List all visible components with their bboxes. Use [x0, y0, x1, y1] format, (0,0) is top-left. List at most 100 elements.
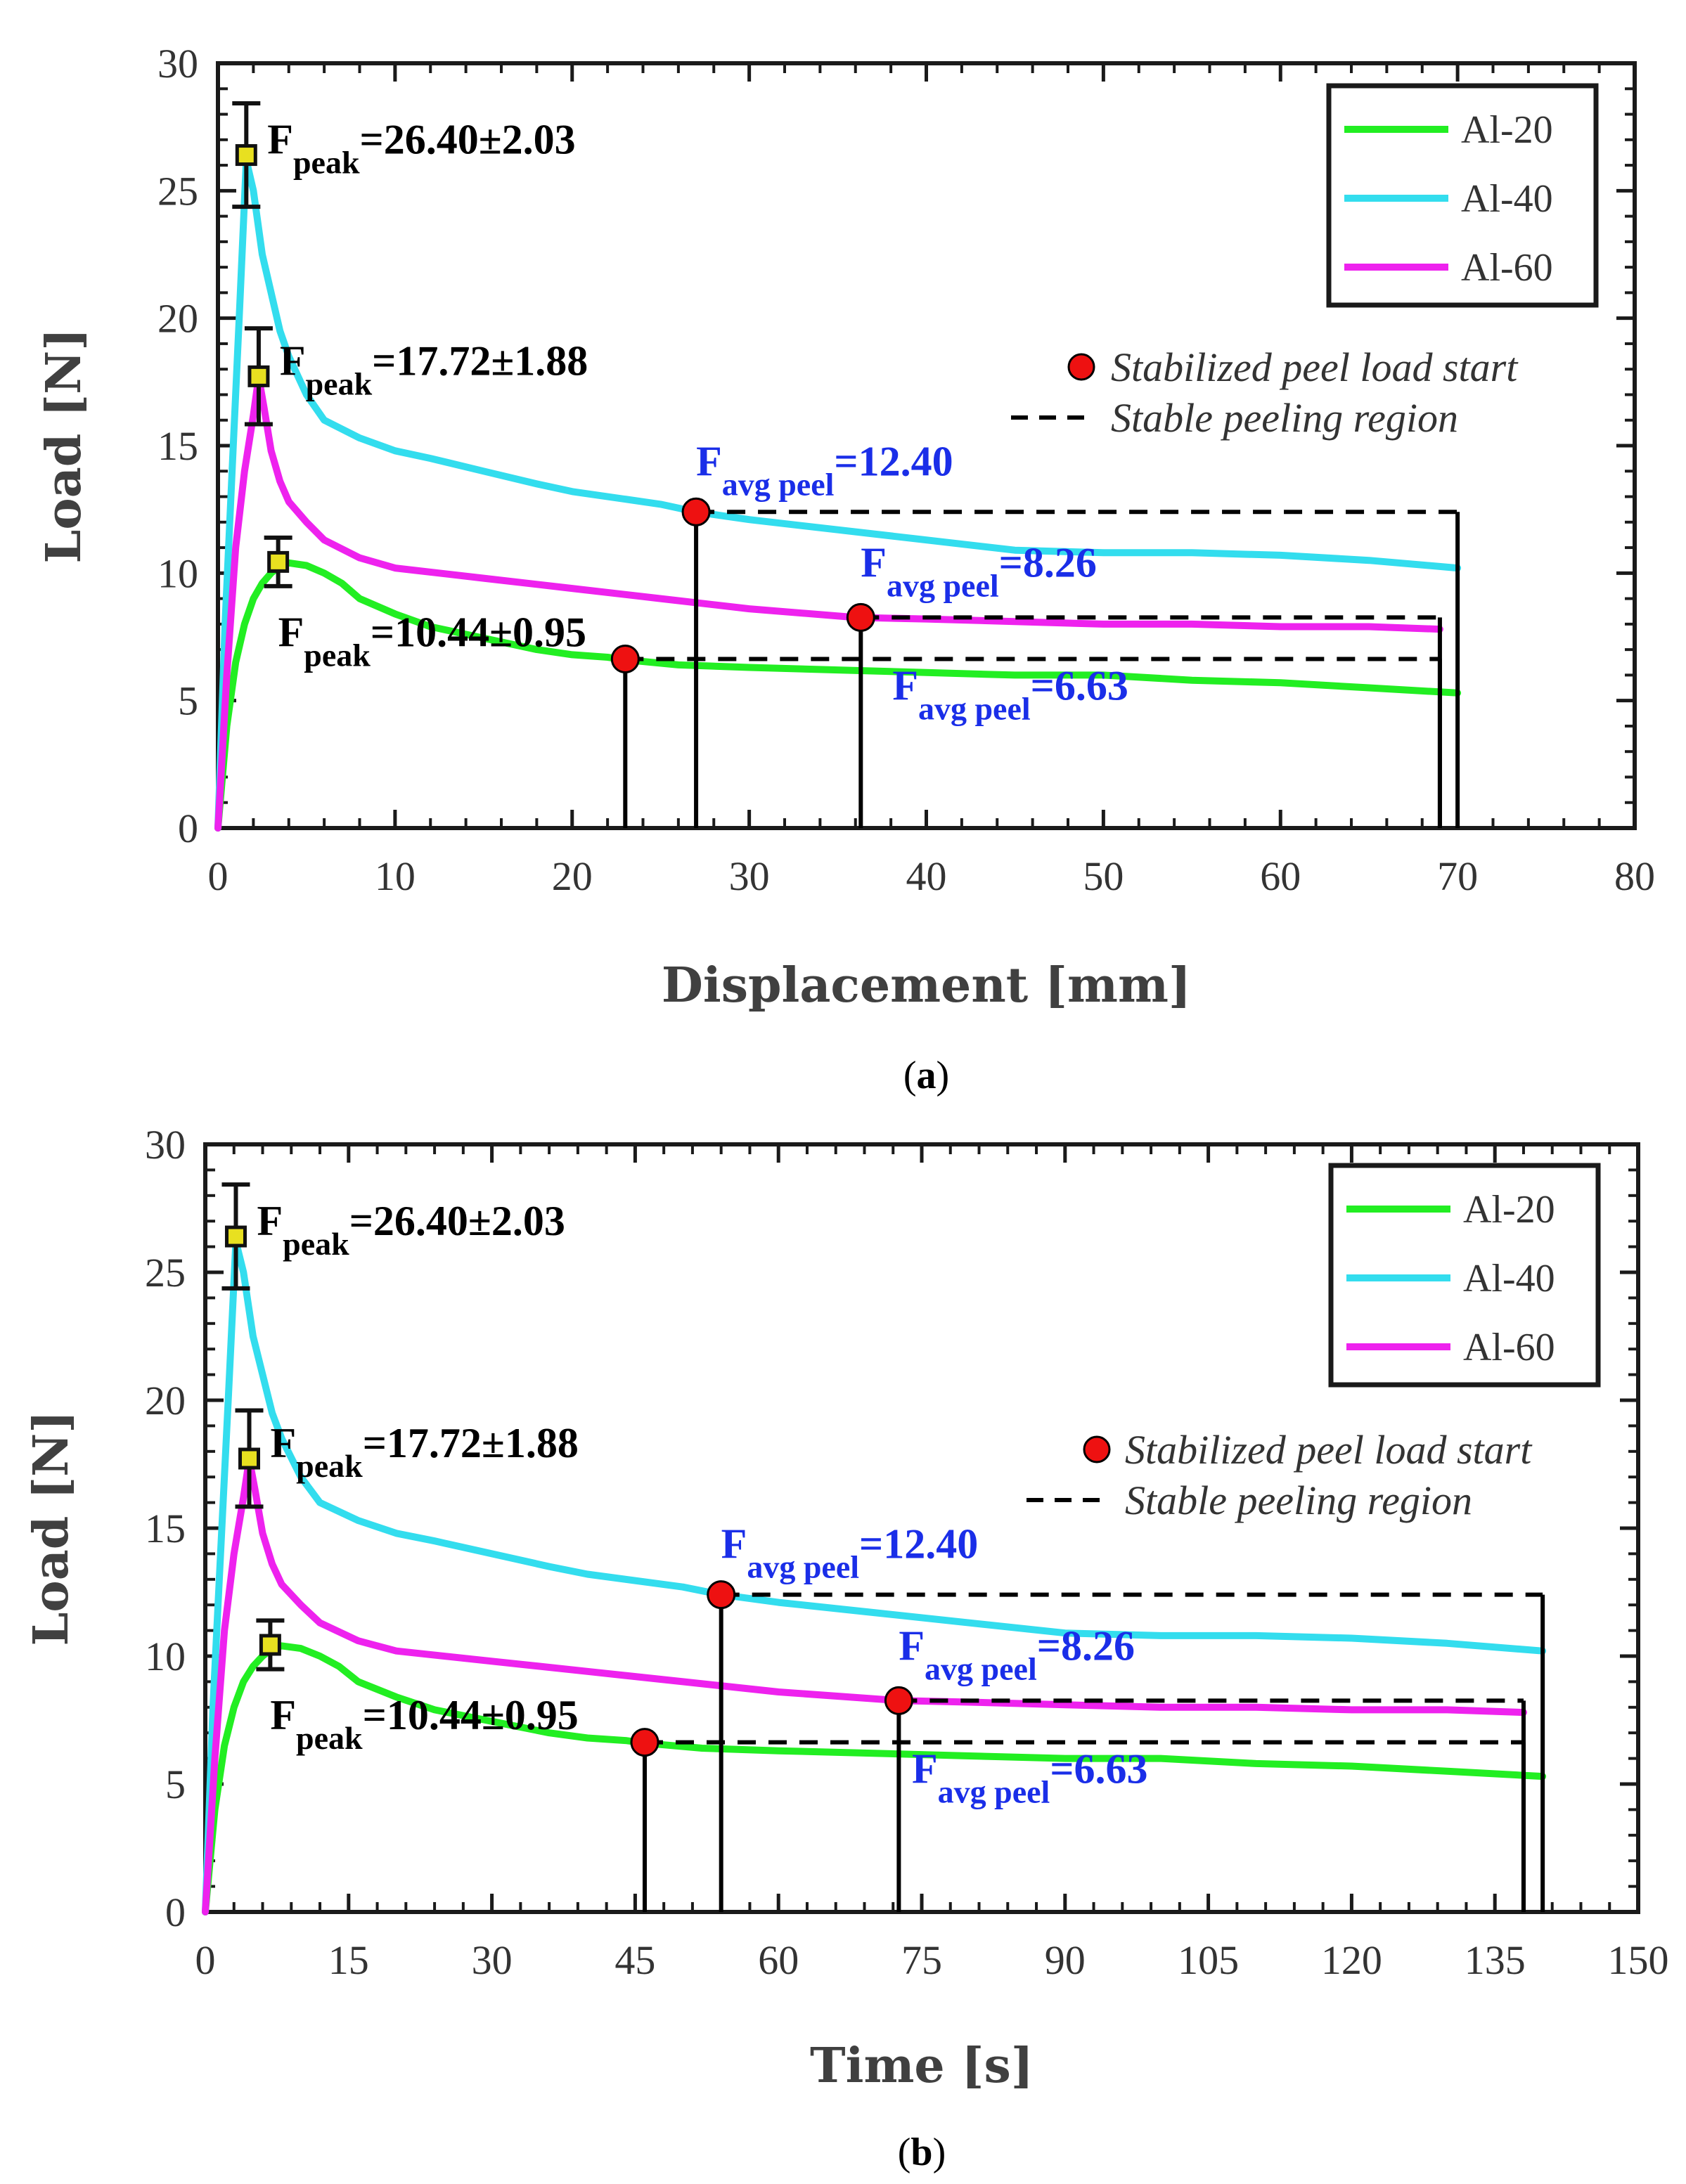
peel-label-al-40: Favg peel=12.40 — [721, 1521, 979, 1585]
peel-label-al-20-value: =6.63 — [1031, 663, 1128, 709]
x-tick-label: 105 — [1178, 1937, 1239, 1983]
peak-label-al-40-value: =26.40±2.03 — [360, 117, 576, 163]
peel-label-al-20-symbol: F — [892, 663, 918, 709]
x-tick-label: 135 — [1465, 1937, 1526, 1983]
x-tick-label: 15 — [328, 1937, 369, 1983]
y-tick-label: 25 — [157, 168, 198, 214]
x-tick-label: 50 — [1083, 853, 1124, 899]
x-tick-label: 30 — [472, 1937, 513, 1983]
peak-label-al-20-sub: peak — [296, 1720, 363, 1756]
x-tick-label: 0 — [195, 1937, 216, 1983]
x-tick-label: 90 — [1045, 1937, 1086, 1983]
peak-marker — [259, 1634, 281, 1656]
peel-label-al-40-value: =12.40 — [834, 438, 953, 484]
peel-label-al-20-value: =6.63 — [1050, 1746, 1147, 1792]
series-line-al-40 — [214, 156, 1462, 832]
legend-label: Al-40 — [1463, 1257, 1555, 1300]
peak-marker — [235, 144, 257, 167]
peak-label-al-60-sub: peak — [296, 1448, 363, 1484]
peel-label-al-60-sub: avg peel — [887, 567, 999, 603]
series-line-al-20 — [202, 1642, 1547, 1915]
note-dash-label: Stable peeling region — [1125, 1478, 1472, 1523]
stabilized-marker — [630, 1728, 659, 1757]
chart-panel-a: 0 10 20 30 40 50 60 70 80 0 5 10 15 20 25 30 Displacemen… — [36, 41, 1655, 1097]
peak-label-al-20: Fpeak=10.44±0.95 — [270, 1692, 578, 1756]
x-tick-label: 10 — [375, 853, 416, 899]
stabilized-marker — [681, 497, 711, 526]
peak-marker — [224, 1225, 247, 1248]
y-tick-label: 0 — [165, 1889, 186, 1935]
stabilized-marker — [884, 1686, 913, 1715]
peak-label-al-40-value: =26.40±2.03 — [349, 1198, 565, 1244]
peel-label-al-60-value: =8.26 — [1037, 1622, 1135, 1669]
legend-label: Al-20 — [1463, 1188, 1555, 1232]
peak-label-al-20-value: =10.44±0.95 — [371, 609, 586, 655]
x-tick-label: 30 — [729, 853, 770, 899]
peak-label-al-40-sub: peak — [283, 1226, 349, 1262]
chart-panel-b: 0 15 30 45 60 75 90 105 120 135 150 0 5 10 15 20 25 30 Tim… — [23, 1122, 1669, 2174]
peak-label-al-60: Fpeak=17.72±1.88 — [280, 337, 588, 401]
peak-label-al-20: Fpeak=10.44±0.95 — [278, 609, 586, 673]
note-dash-label: Stable peeling region — [1111, 395, 1458, 441]
peak-label-al-40: Fpeak=26.40±2.03 — [257, 1198, 565, 1262]
legend-label: Al-60 — [1463, 1326, 1555, 1369]
peak-marker — [238, 1447, 260, 1470]
x-tick-label: 45 — [614, 1937, 655, 1983]
y-axis-label: Load [N] — [36, 328, 92, 564]
peel-label-al-40: Favg peel=12.40 — [696, 438, 953, 502]
x-tick-label: 60 — [758, 1937, 799, 1983]
peak-label-al-60-value: =17.72±1.88 — [372, 337, 588, 384]
peel-label-al-60: Favg peel=8.26 — [899, 1622, 1135, 1686]
peak-label-al-60-sub: peak — [306, 366, 373, 401]
peel-label-al-60-sub: avg peel — [925, 1650, 1037, 1686]
peel-label-al-20-sub: avg peel — [938, 1774, 1050, 1810]
peak-marker — [247, 365, 270, 387]
peak-label-al-20-value: =10.44±0.95 — [363, 1692, 579, 1738]
peel-label-al-60-symbol: F — [861, 539, 887, 586]
panel-caption: (b) — [898, 2131, 946, 2174]
peel-label-al-40-symbol: F — [721, 1521, 747, 1568]
y-tick-label: 5 — [165, 1762, 186, 1807]
legend-label: Al-40 — [1461, 177, 1553, 221]
peel-label-al-60-symbol: F — [899, 1622, 925, 1669]
y-tick-label: 0 — [178, 806, 198, 851]
note-marker-icon — [1083, 1435, 1111, 1463]
peak-label-al-40-sub: peak — [293, 145, 360, 181]
y-tick-label: 30 — [145, 1122, 186, 1168]
caption-letter: a — [917, 1054, 937, 1097]
peel-label-al-40-symbol: F — [696, 438, 722, 484]
peel-label-al-40-value: =12.40 — [859, 1521, 978, 1568]
y-tick-label: 20 — [145, 1378, 186, 1423]
stabilized-marker — [846, 602, 875, 632]
caption-close: ) — [933, 2131, 946, 2174]
y-axis-label: Load [N] — [23, 1411, 79, 1646]
caption-close: ) — [937, 1054, 950, 1097]
y-tick-label: 10 — [157, 550, 198, 596]
y-tick-label: 5 — [178, 678, 198, 724]
peel-label-al-40-sub: avg peel — [722, 466, 835, 502]
peel-label-al-20: Favg peel=6.63 — [912, 1746, 1148, 1810]
panel-caption: (a) — [903, 1054, 949, 1097]
legend-label: Al-20 — [1461, 108, 1553, 152]
x-tick-label: 20 — [552, 853, 593, 899]
peel-label-al-20-symbol: F — [912, 1746, 938, 1792]
x-axis-label: Displacement [mm] — [662, 957, 1191, 1014]
y-tick-label: 15 — [145, 1506, 186, 1551]
peak-label-al-20-symbol: F — [278, 609, 304, 655]
peak-label-al-40-symbol: F — [257, 1198, 283, 1244]
peel-label-al-60: Favg peel=8.26 — [861, 539, 1097, 603]
y-tick-label: 25 — [145, 1250, 186, 1295]
y-tick-label: 30 — [157, 41, 198, 86]
note-marker-label: Stabilized peel load start — [1125, 1427, 1533, 1473]
peak-marker — [267, 550, 290, 573]
x-tick-label: 70 — [1437, 853, 1478, 899]
peel-label-al-20: Favg peel=6.63 — [892, 663, 1128, 727]
peel-label-al-20-sub: avg peel — [918, 691, 1031, 727]
y-tick-label: 20 — [157, 296, 198, 342]
x-tick-label: 150 — [1608, 1937, 1669, 1983]
series-line-al-60 — [202, 1455, 1527, 1915]
caption-open: ( — [903, 1054, 917, 1097]
series-line-al-60 — [214, 373, 1443, 832]
series-line-al-20 — [214, 559, 1462, 832]
